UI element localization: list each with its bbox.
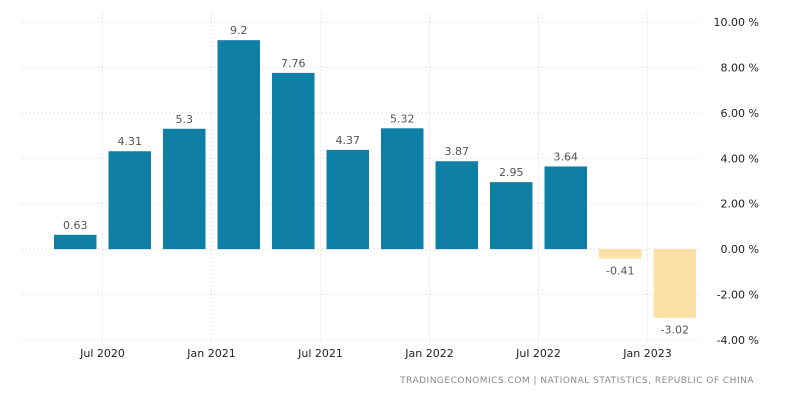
data-label: 4.31 xyxy=(118,135,143,148)
y-tick-label: 2.00 % xyxy=(721,198,759,211)
data-label: 3.87 xyxy=(445,145,470,158)
y-tick-label: 6.00 % xyxy=(721,107,759,120)
data-label: -3.02 xyxy=(661,324,689,337)
source-note: TRADINGECONOMICS.COM | NATIONAL STATISTI… xyxy=(400,376,754,386)
x-tick-label: Jul 2022 xyxy=(515,347,561,360)
y-tick-label: 10.00 % xyxy=(714,16,759,29)
bar xyxy=(326,149,370,250)
data-label: 5.3 xyxy=(176,113,194,126)
data-label: 4.37 xyxy=(336,134,361,147)
data-label: 7.76 xyxy=(281,57,306,70)
x-tick-label: Jan 2022 xyxy=(404,347,453,360)
bar xyxy=(653,249,697,318)
y-axis: 10.00 % 8.00 % 6.00 % 4.00 % 2.00 % 0.00 % -2.… xyxy=(714,16,759,347)
y-tick-label: -2.00 % xyxy=(717,289,759,302)
data-label: 5.32 xyxy=(390,112,415,125)
bar xyxy=(435,161,479,250)
bar xyxy=(544,166,588,250)
bar xyxy=(598,249,642,259)
bar xyxy=(380,128,424,250)
bar xyxy=(217,40,261,250)
y-tick-label: 8.00 % xyxy=(721,61,759,74)
y-tick-label: -4.00 % xyxy=(717,334,759,347)
data-label: 3.64 xyxy=(554,150,579,163)
x-axis: Jul 2020 Jan 2021 Jul 2021 Jan 2022 Jul 2022… xyxy=(79,347,672,360)
bar xyxy=(271,72,315,250)
data-label: 9.2 xyxy=(230,24,248,37)
bar xyxy=(162,128,206,250)
x-tick-label: Jan 2023 xyxy=(622,347,671,360)
bar xyxy=(108,151,152,250)
bars xyxy=(53,40,697,318)
data-labels: 0.63 4.31 5.3 9.2 7.76 4.37 5.32 3.87 2.95 3.64 -0… xyxy=(63,24,689,337)
x-tick-label: Jul 2020 xyxy=(79,347,125,360)
x-tick-label: Jul 2021 xyxy=(297,347,343,360)
data-label: -0.41 xyxy=(606,264,634,277)
y-tick-label: 4.00 % xyxy=(721,152,759,165)
data-label: 2.95 xyxy=(499,166,524,179)
bar xyxy=(53,234,97,250)
data-label: 0.63 xyxy=(63,219,88,232)
bar xyxy=(489,182,533,250)
y-tick-label: 0.00 % xyxy=(721,243,759,256)
x-tick-label: Jan 2021 xyxy=(186,347,235,360)
